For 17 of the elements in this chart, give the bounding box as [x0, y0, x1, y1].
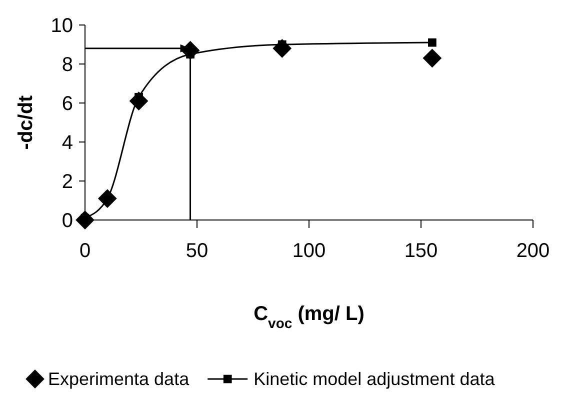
x-tick-label: 50 — [186, 240, 208, 262]
x-tick-label: 200 — [516, 240, 550, 262]
y-tick-label: 2 — [62, 171, 73, 193]
legend-label: Kinetic model adjustment data — [254, 369, 496, 389]
y-tick-label: 8 — [62, 54, 73, 76]
x-tick-label: 100 — [292, 240, 326, 262]
x-axis-title: C$_{voc}$ (mg/ L) — [254, 303, 364, 331]
y-tick-label: 4 — [62, 132, 73, 154]
x-tick-label: 150 — [404, 240, 438, 262]
point — [422, 48, 442, 68]
y-tick-label: 6 — [62, 93, 73, 115]
x-tick-label: 0 — [79, 240, 91, 262]
y-axis-title: -dc/dt — [15, 94, 37, 150]
y-tick-label: 0 — [62, 210, 73, 232]
point — [428, 38, 436, 47]
y-tick-label: 10 — [50, 15, 73, 37]
legend-label: Experimenta data — [48, 369, 190, 389]
